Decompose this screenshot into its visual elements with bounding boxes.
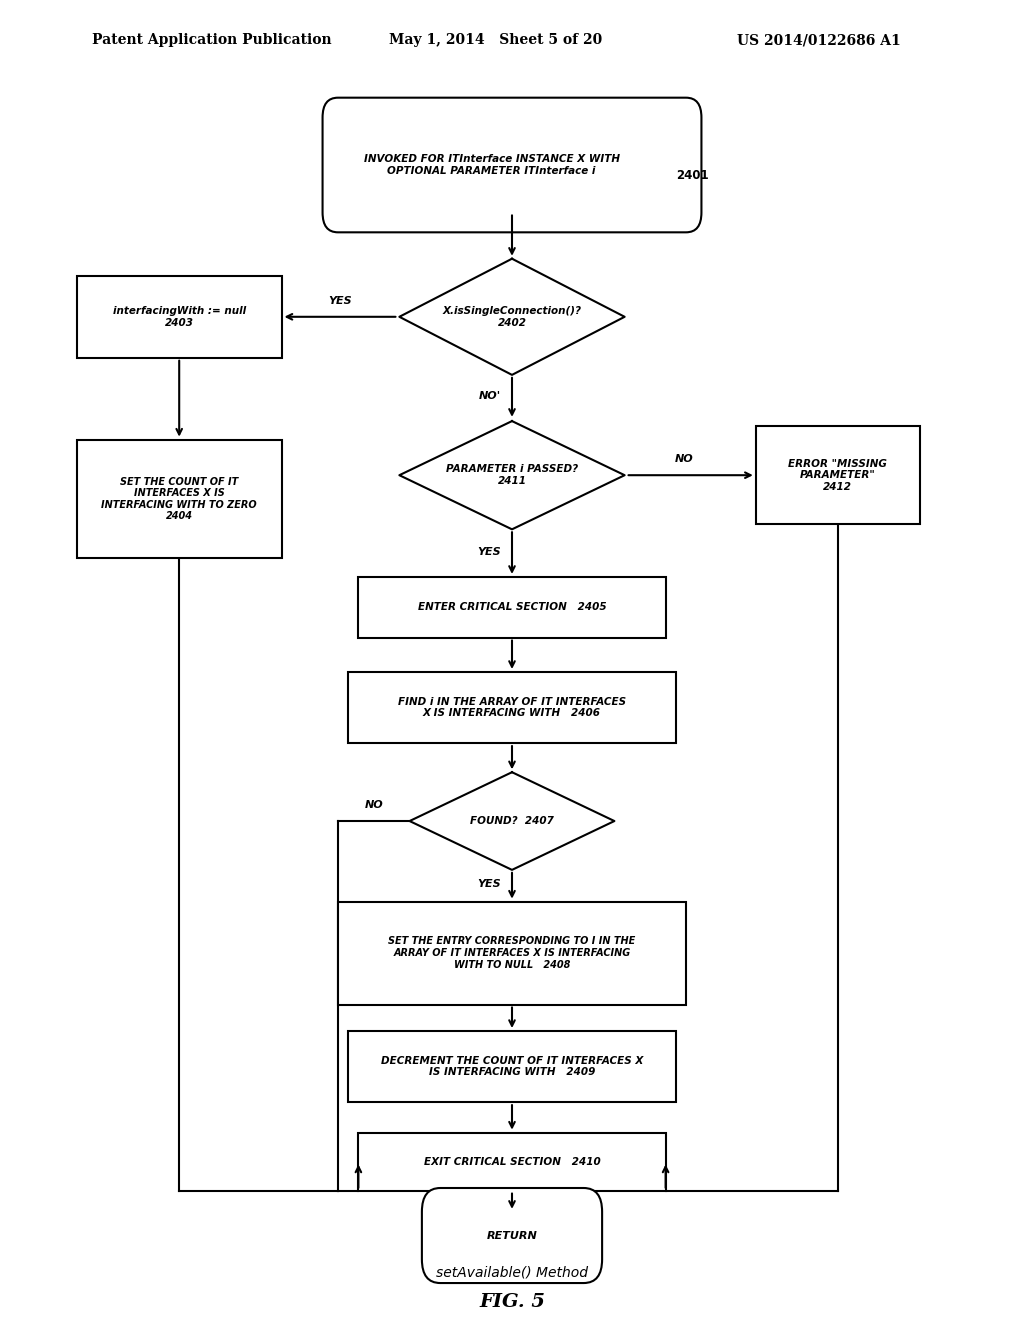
Bar xyxy=(77,276,282,358)
Text: ERROR "MISSING
PARAMETER"
2412: ERROR "MISSING PARAMETER" 2412 xyxy=(788,458,887,492)
Text: FOUND?  2407: FOUND? 2407 xyxy=(470,816,554,826)
Text: SET THE ENTRY CORRESPONDING TO I IN THE
ARRAY OF IT INTERFACES X IS INTERFACING
: SET THE ENTRY CORRESPONDING TO I IN THE … xyxy=(388,936,636,970)
Bar xyxy=(358,1133,666,1191)
Bar xyxy=(756,426,920,524)
Bar xyxy=(348,1031,676,1102)
Text: setAvailable() Method: setAvailable() Method xyxy=(436,1266,588,1279)
Text: NO: NO xyxy=(675,454,693,465)
Text: May 1, 2014   Sheet 5 of 20: May 1, 2014 Sheet 5 of 20 xyxy=(389,33,602,48)
Polygon shape xyxy=(399,259,625,375)
Bar xyxy=(348,672,676,743)
FancyBboxPatch shape xyxy=(422,1188,602,1283)
Text: NO: NO xyxy=(365,800,383,810)
Text: RETURN: RETURN xyxy=(486,1230,538,1241)
Text: X.isSingleConnection()?
2402: X.isSingleConnection()? 2402 xyxy=(442,306,582,327)
FancyBboxPatch shape xyxy=(323,98,701,232)
Text: YES: YES xyxy=(477,546,502,557)
Text: DECREMENT THE COUNT OF IT INTERFACES X
IS INTERFACING WITH   2409: DECREMENT THE COUNT OF IT INTERFACES X I… xyxy=(381,1056,643,1077)
Text: YES: YES xyxy=(477,879,502,890)
Text: SET THE COUNT OF IT
INTERFACES X IS
INTERFACING WITH TO ZERO
2404: SET THE COUNT OF IT INTERFACES X IS INTE… xyxy=(101,477,257,521)
Polygon shape xyxy=(399,421,625,529)
Text: US 2014/0122686 A1: US 2014/0122686 A1 xyxy=(737,33,901,48)
Text: PARAMETER i PASSED?
2411: PARAMETER i PASSED? 2411 xyxy=(445,465,579,486)
Text: ENTER CRITICAL SECTION   2405: ENTER CRITICAL SECTION 2405 xyxy=(418,602,606,612)
Text: YES: YES xyxy=(328,296,352,306)
Text: 2401: 2401 xyxy=(676,169,709,182)
Bar xyxy=(338,902,686,1005)
Polygon shape xyxy=(410,772,614,870)
Text: EXIT CRITICAL SECTION   2410: EXIT CRITICAL SECTION 2410 xyxy=(424,1156,600,1167)
Text: NO': NO' xyxy=(478,391,501,401)
Text: Patent Application Publication: Patent Application Publication xyxy=(92,33,332,48)
Text: interfacingWith := null
2403: interfacingWith := null 2403 xyxy=(113,306,246,327)
Text: FIND i IN THE ARRAY OF IT INTERFACES
X IS INTERFACING WITH   2406: FIND i IN THE ARRAY OF IT INTERFACES X I… xyxy=(398,697,626,718)
Text: INVOKED FOR ITInterface INSTANCE X WITH
OPTIONAL PARAMETER ITInterface i: INVOKED FOR ITInterface INSTANCE X WITH … xyxy=(364,154,620,176)
Bar xyxy=(358,577,666,638)
Bar xyxy=(77,440,282,558)
Text: FIG. 5: FIG. 5 xyxy=(479,1292,545,1311)
